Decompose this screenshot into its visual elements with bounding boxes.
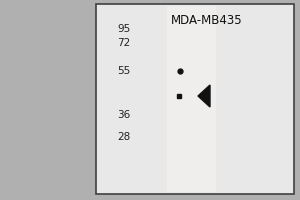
- Text: MDA-MB435: MDA-MB435: [171, 14, 243, 27]
- Text: 36: 36: [117, 110, 130, 120]
- Text: 28: 28: [117, 132, 130, 142]
- Bar: [96, 4, 294, 194]
- Text: 95: 95: [117, 24, 130, 34]
- Text: 72: 72: [117, 38, 130, 48]
- Polygon shape: [198, 85, 210, 107]
- Text: 55: 55: [117, 66, 130, 76]
- Bar: [167, 6, 216, 192]
